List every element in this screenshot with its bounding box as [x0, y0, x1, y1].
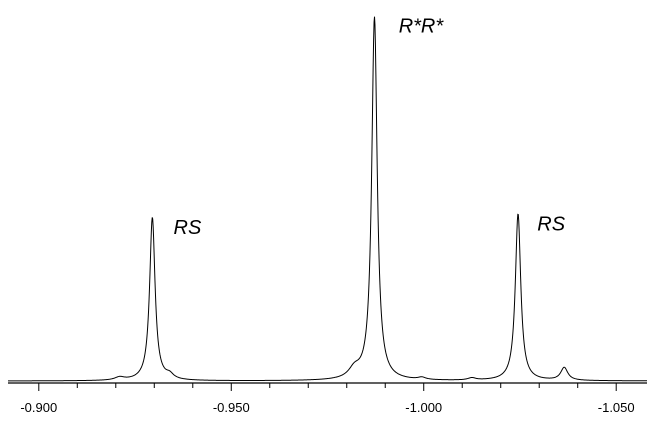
x-tick-label: -0.950 — [213, 400, 250, 415]
x-tick-label: -0.900 — [20, 400, 57, 415]
x-tick-label: -1.000 — [405, 400, 442, 415]
spectrum-trace — [8, 16, 647, 382]
peak-label-1: R*R* — [399, 15, 445, 37]
peak-label-0: RS — [174, 217, 202, 239]
x-tick-label: -1.050 — [598, 400, 635, 415]
peak-label-2: RS — [537, 214, 565, 236]
